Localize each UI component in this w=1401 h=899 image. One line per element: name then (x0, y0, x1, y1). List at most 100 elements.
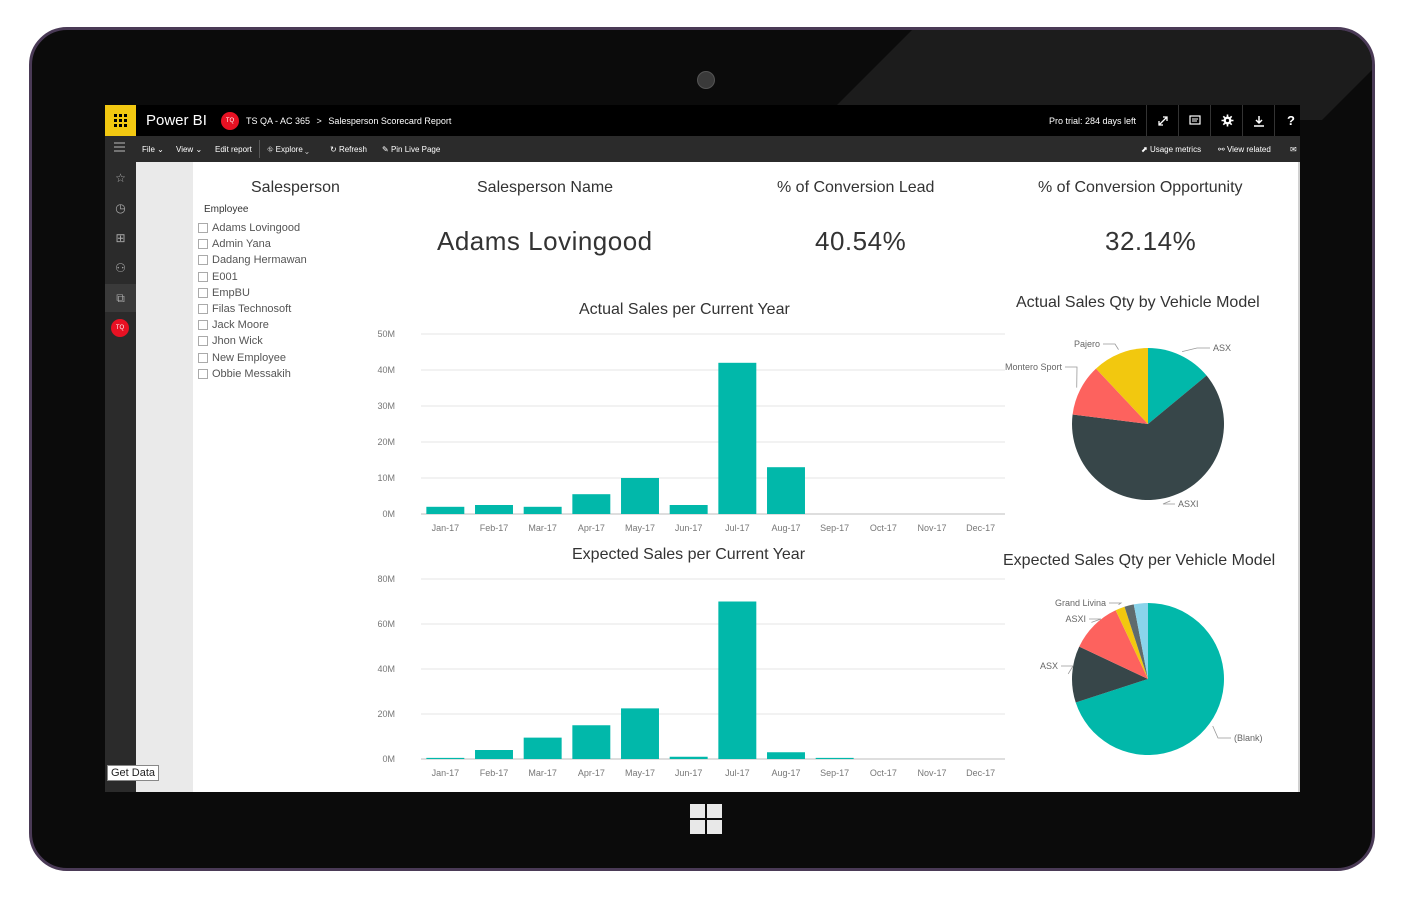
slicer-checkbox[interactable] (198, 304, 208, 314)
y-tick-label: 40M (377, 664, 395, 674)
slicer-item[interactable]: Obbie Messakih (198, 368, 291, 380)
apps-icon[interactable]: ⊞ (115, 231, 126, 245)
leader-line (1089, 618, 1102, 623)
card-value-salesperson-name: Adams Lovingood (437, 226, 653, 256)
left-nav: ☆ ◷ ⊞ ⚇ ⧉ TQ (105, 162, 136, 792)
trial-status[interactable]: Pro trial: 284 days left (1049, 116, 1137, 126)
vertical-scrollbar[interactable] (1298, 162, 1300, 792)
slicer-item[interactable]: Jhon Wick (198, 335, 263, 347)
slicer-item[interactable]: Filas Technosoft (198, 303, 291, 315)
x-tick-label: Nov-17 (917, 523, 946, 533)
actual-sales-bar-chart: 0M 10M 20M 30M 40M 50M Jan-17 Feb-17 Mar-17 Apr-1… (377, 329, 1005, 533)
usage-metrics-label: Usage metrics (1149, 145, 1202, 154)
edit-report-button[interactable]: Edit report (215, 145, 252, 154)
expected-qty-pie-chart: (Blank) ASX ASXI Grand Livina (1040, 598, 1263, 755)
subscribe-icon[interactable]: ✉ (1290, 145, 1297, 154)
breadcrumb-separator: > (316, 116, 322, 126)
leader-line (1181, 347, 1210, 353)
view-related-label: View related (1226, 145, 1271, 154)
slicer-checkbox[interactable] (198, 352, 208, 363)
refresh-icon: ↻ (330, 145, 337, 154)
get-data-button[interactable]: Get Data (107, 765, 160, 781)
x-tick-label: May-17 (625, 523, 655, 533)
explore-label: Explore (275, 145, 303, 154)
slicer-checkbox[interactable] (198, 287, 208, 298)
y-tick-label: 0M (382, 509, 395, 519)
pie-label: ASXI (1178, 499, 1199, 509)
card-value-conversion-opportunity: 32.14% (1105, 226, 1197, 256)
slicer-item[interactable]: EmpBU (198, 287, 250, 299)
slicer-item[interactable]: Jack Moore (198, 319, 269, 331)
card-title-conversion-lead: % of Conversion Lead (777, 179, 935, 196)
actual-qty-pie-chart: ASX ASXI Montero Sport Pajero (1005, 339, 1231, 509)
windows-logo-icon[interactable] (690, 804, 722, 836)
slicer-checkbox[interactable] (198, 368, 208, 379)
workspace-avatar[interactable]: TQ (221, 112, 239, 130)
download-icon[interactable] (1242, 105, 1275, 136)
slicer-checkbox[interactable] (198, 239, 208, 250)
shared-icon[interactable]: ⚇ (115, 261, 126, 275)
pie-label: (Blank) (1234, 733, 1263, 743)
app-launcher-icon[interactable] (105, 105, 136, 136)
x-tick-label: Mar-17 (528, 523, 557, 533)
slicer-checkbox[interactable] (198, 255, 208, 266)
chevron-down-icon: ⌄ (195, 145, 203, 154)
explore-menu[interactable]: ⛗ Explore ⌄ (267, 145, 309, 155)
usage-metrics-button[interactable]: ⬈ Usage metrics (1141, 145, 1201, 154)
slicer-item[interactable]: Dadang Hermawan (198, 254, 307, 266)
view-related-button[interactable]: ⚯ View related (1218, 145, 1271, 154)
x-tick-label: Mar-17 (528, 768, 557, 778)
pie-slice (1072, 646, 1148, 703)
chart-title-expected-qty: Expected Sales Qty per Vehicle Model (1003, 552, 1276, 569)
gear-icon[interactable] (1210, 105, 1243, 136)
help-icon[interactable]: ? (1274, 105, 1300, 136)
workspace-avatar-nav[interactable]: TQ (111, 319, 129, 337)
slicer-item[interactable]: Adams Lovingood (198, 222, 300, 234)
leader-line (1061, 665, 1074, 675)
slicer-item[interactable]: E001 (198, 271, 238, 283)
pie-label: ASX (1213, 343, 1231, 353)
recent-icon[interactable]: ◷ (115, 201, 126, 215)
app-name[interactable]: Power BI (146, 112, 207, 129)
y-tick-label: 20M (377, 437, 395, 447)
bar (669, 756, 708, 759)
bar (815, 757, 854, 759)
fullscreen-icon[interactable] (1146, 105, 1179, 136)
refresh-button[interactable]: ↻ Refresh (330, 145, 367, 154)
hamburger-icon[interactable] (114, 142, 125, 154)
slicer-field-label: Employee (204, 204, 249, 215)
x-tick-label: Dec-17 (966, 768, 995, 778)
y-tick-label: 50M (377, 329, 395, 339)
slicer-checkbox[interactable] (198, 320, 208, 331)
pie-label: Pajero (1074, 339, 1100, 349)
bar (669, 505, 708, 514)
comment-icon[interactable] (1178, 105, 1211, 136)
y-tick-label: 30M (377, 401, 395, 411)
view-menu-label: View (176, 145, 194, 154)
slicer-item[interactable]: New Employee (198, 352, 286, 364)
pin-live-page-button[interactable]: ✎ Pin Live Page (382, 145, 440, 154)
slicer-item-label: Admin Yana (212, 238, 271, 251)
chart-title-expected-sales: Expected Sales per Current Year (572, 546, 806, 563)
breadcrumb-workspace[interactable]: TS QA - AC 365 (246, 116, 311, 126)
file-menu[interactable]: File ⌄ (142, 145, 164, 154)
leader-line (1162, 500, 1175, 505)
slicer-item[interactable]: Admin Yana (198, 238, 271, 250)
chart-title-actual-sales: Actual Sales per Current Year (579, 301, 790, 318)
x-tick-label: Jul-17 (725, 768, 750, 778)
slicer-item-label: Jack Moore (212, 319, 269, 332)
x-tick-label: Sep-17 (820, 768, 849, 778)
slicer-item-label: E001 (212, 270, 238, 283)
slicer-checkbox[interactable] (198, 223, 208, 233)
bar (621, 708, 659, 759)
x-tick-label: Oct-17 (870, 523, 897, 533)
pie-label: Montero Sport (1005, 362, 1063, 372)
favorites-icon[interactable]: ☆ (115, 171, 126, 185)
view-menu[interactable]: View ⌄ (176, 145, 202, 154)
slicer-checkbox[interactable] (198, 336, 208, 347)
breadcrumb-report: Salesperson Scorecard Report (328, 116, 452, 126)
y-tick-label: 0M (382, 754, 395, 764)
slicer-checkbox[interactable] (198, 271, 208, 282)
workspaces-icon[interactable]: ⧉ (105, 284, 136, 312)
x-tick-label: Sep-17 (820, 523, 849, 533)
